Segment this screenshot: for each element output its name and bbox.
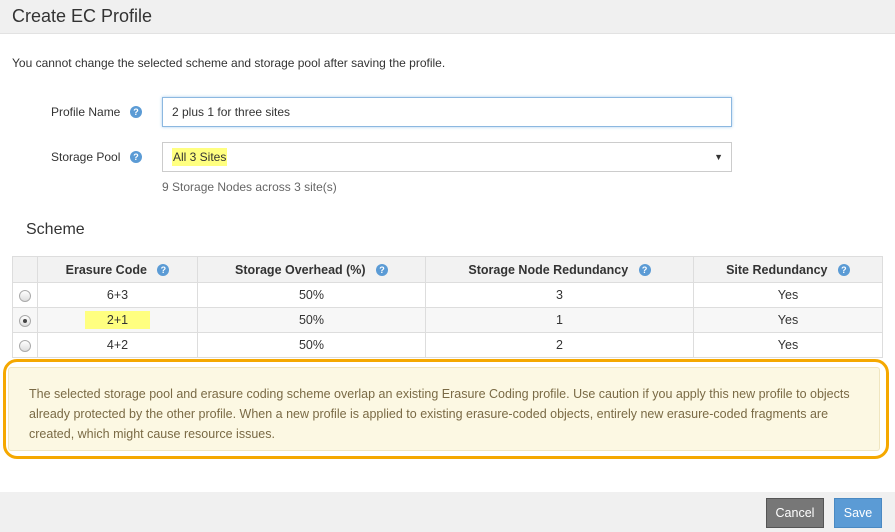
help-icon[interactable]: ?	[157, 264, 170, 277]
help-icon[interactable]: ?	[130, 151, 142, 163]
table-row[interactable]: 2+1 50% 1 Yes	[12, 307, 883, 333]
help-icon[interactable]: ?	[638, 264, 651, 277]
help-icon[interactable]: ?	[837, 264, 850, 277]
storage-pool-select[interactable]: All 3 Sites ▼	[162, 142, 732, 172]
scheme-table: Erasure Code ? Storage Overhead (%) ? St…	[12, 256, 883, 358]
node-redundancy: 1	[425, 307, 694, 333]
node-redundancy: 3	[425, 282, 694, 308]
column-header: Site Redundancy	[726, 262, 828, 277]
cancel-button[interactable]: Cancel	[766, 498, 824, 528]
storage-pool-helper: 9 Storage Nodes across 3 site(s)	[162, 180, 337, 194]
chevron-down-icon: ▼	[714, 152, 723, 162]
erasure-code: 4+2	[37, 332, 198, 358]
dialog-title: Create EC Profile	[12, 6, 153, 26]
erasure-code: 6+3	[37, 282, 198, 308]
table-header: Erasure Code ? Storage Overhead (%) ? St…	[12, 256, 883, 283]
dialog-footer: Cancel Save	[0, 492, 895, 532]
notice-text: You cannot change the selected scheme an…	[12, 56, 446, 70]
table-row[interactable]: 6+3 50% 3 Yes	[12, 282, 883, 308]
scheme-radio[interactable]	[19, 289, 31, 302]
site-redundancy: Yes	[693, 282, 883, 308]
erasure-code: 2+1	[84, 311, 151, 329]
table-row[interactable]: 4+2 50% 2 Yes	[12, 332, 883, 358]
storage-overhead: 50%	[197, 307, 426, 333]
site-redundancy: Yes	[693, 307, 883, 333]
help-icon[interactable]: ?	[130, 106, 142, 118]
scheme-title: Scheme	[26, 221, 85, 238]
column-header: Storage Node Redundancy	[468, 262, 629, 277]
column-header: Storage Overhead (%)	[234, 262, 366, 277]
profile-name-value: 2 plus 1 for three sites	[172, 105, 291, 119]
highlight-outline	[3, 359, 889, 459]
node-redundancy: 2	[425, 332, 694, 358]
scheme-radio[interactable]	[19, 339, 31, 352]
scheme-radio[interactable]	[19, 314, 31, 327]
profile-name-label: Profile Name	[51, 105, 121, 119]
overlap-warning: The selected storage pool and erasure co…	[8, 367, 880, 451]
help-icon[interactable]: ?	[376, 264, 388, 277]
profile-name-input[interactable]: 2 plus 1 for three sites	[162, 97, 732, 127]
site-redundancy: Yes	[693, 332, 883, 358]
storage-pool-value: All 3 Sites	[172, 148, 228, 166]
storage-pool-label: Storage Pool	[51, 150, 121, 164]
dialog-header: Create EC Profile	[0, 0, 895, 34]
storage-overhead: 50%	[197, 282, 426, 308]
storage-overhead: 50%	[197, 332, 426, 358]
save-button[interactable]: Save	[834, 498, 882, 528]
column-header: Erasure Code	[65, 262, 147, 277]
